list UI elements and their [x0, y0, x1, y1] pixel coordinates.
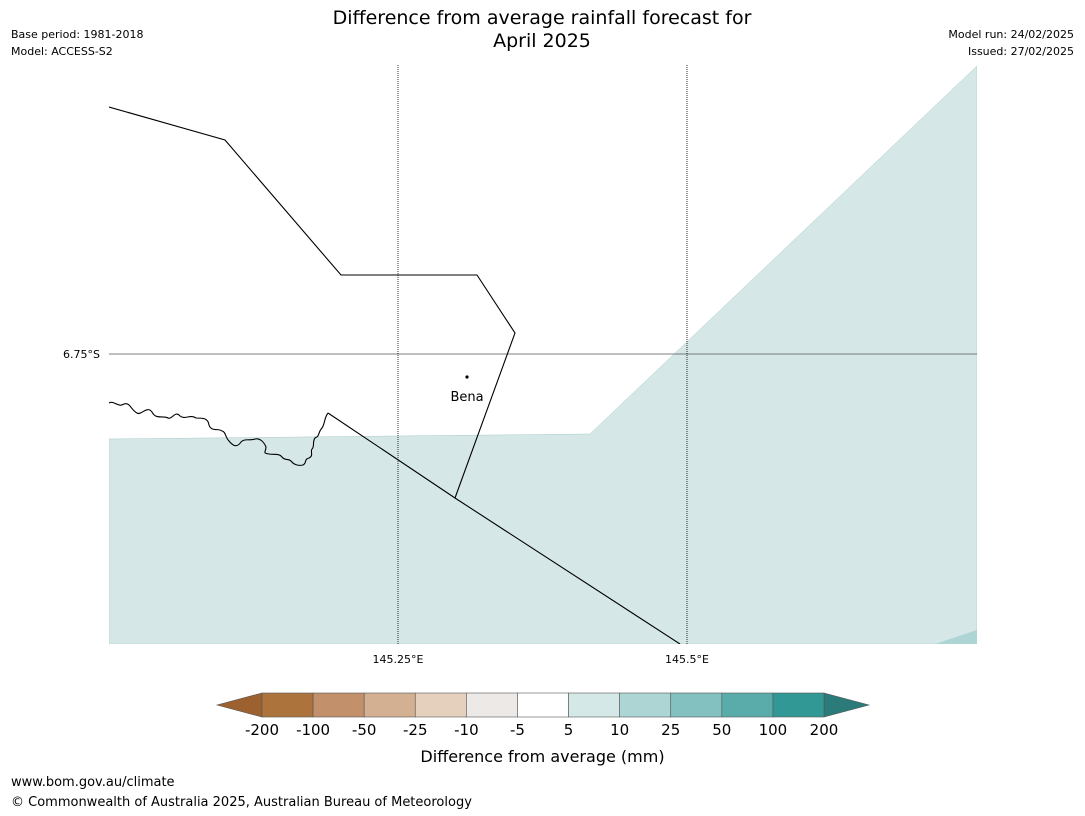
base-period: Base period: 1981-2018: [11, 28, 144, 41]
colorbar-tick-label: 50: [712, 721, 731, 739]
colorbar-extend-low: [215, 692, 263, 718]
footer-copyright: © Commonwealth of Australia 2025, Austra…: [11, 795, 472, 810]
colorbar-segment: [363, 692, 416, 718]
colorbar-tick-label: 10: [610, 721, 629, 739]
town-label-bena: Bena: [450, 390, 483, 405]
run-info-right: Model run: 24/02/2025 Issued: 27/02/2025: [948, 26, 1074, 60]
longitude-label-145-5: 145.5°E: [665, 653, 709, 666]
colorbar: -200 -100 -50 -25 -10 -5 5 10 25 50 100 200: [215, 692, 871, 739]
latitude-label: 6.75°S: [63, 348, 100, 361]
colorbar-tick-label: -10: [454, 721, 479, 739]
colorbar-segment: [517, 692, 569, 718]
page-title: Difference from average rainfall forecas…: [242, 7, 842, 53]
province-boundary-north: [109, 106, 516, 499]
colorbar-tick-label: 100: [759, 721, 788, 739]
colorbar-tick-label: 200: [810, 721, 839, 739]
colorbar-segment: [568, 692, 620, 718]
colorbar-segment: [772, 692, 825, 718]
anomaly-fill-10-25: [935, 630, 977, 644]
colorbar-segment: [619, 692, 672, 718]
colorbar-segment: [721, 692, 774, 718]
colorbar-tick-label: -50: [352, 721, 377, 739]
longitude-label-145-25: 145.25°E: [373, 653, 424, 666]
colorbar-tick-label: 5: [564, 721, 574, 739]
colorbar-segment: [312, 692, 365, 718]
colorbar-extend-high: [823, 692, 871, 718]
title-line-2: April 2025: [493, 30, 591, 52]
anomaly-fill-5-10: [109, 65, 977, 644]
model-run-date: Model run: 24/02/2025: [948, 28, 1074, 41]
issued-date: Issued: 27/02/2025: [967, 45, 1074, 58]
colorbar-segment: [261, 692, 314, 718]
colorbar-segment: [466, 692, 518, 718]
run-info-left: Base period: 1981-2018 Model: ACCESS-S2: [11, 26, 143, 60]
model-name: Model: ACCESS-S2: [11, 45, 113, 58]
colorbar-segment: [414, 692, 467, 718]
colorbar-title: Difference from average (mm): [420, 747, 665, 766]
province-boundary-river: [109, 401, 329, 466]
colorbar-tick-label: -25: [403, 721, 428, 739]
town-marker-bena: [465, 375, 469, 379]
colorbar-tick-label: 25: [661, 721, 680, 739]
province-boundary-south: [327, 412, 681, 644]
colorbar-segment: [670, 692, 723, 718]
colorbar-tick-label: -200: [245, 721, 279, 739]
colorbar-tick-label: -100: [296, 721, 330, 739]
colorbar-tick-label: -5: [510, 721, 525, 739]
map-area: [109, 65, 977, 644]
footer-url[interactable]: www.bom.gov.au/climate: [11, 775, 175, 790]
title-line-1: Difference from average rainfall forecas…: [332, 7, 752, 29]
